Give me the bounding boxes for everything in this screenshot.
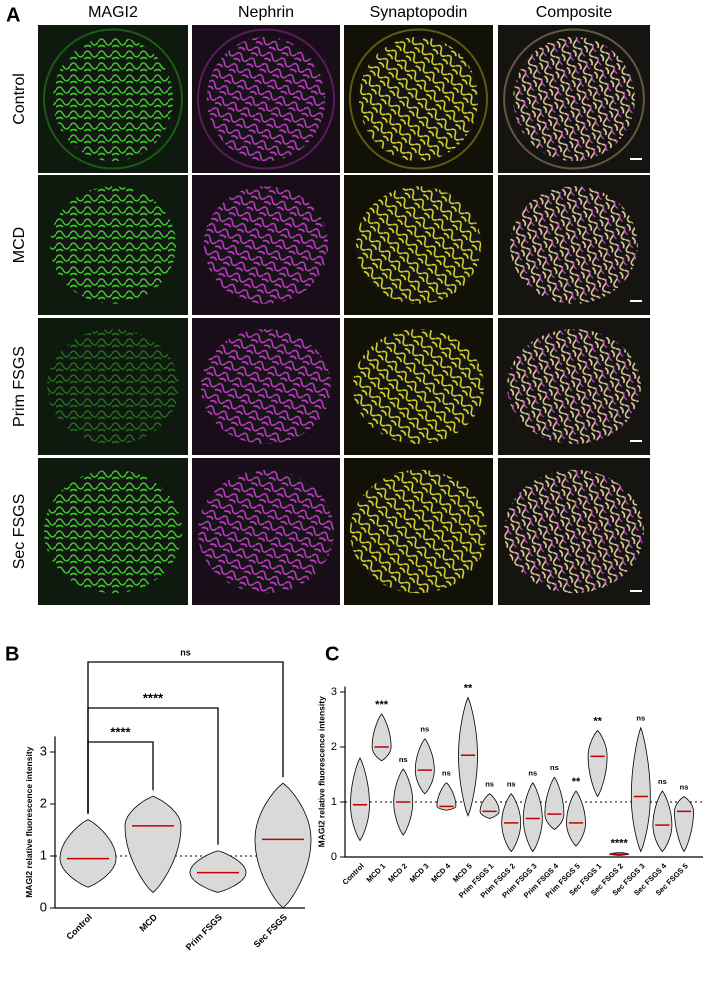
x-tick-label: MCD — [138, 912, 160, 934]
x-tick-label: Control — [64, 912, 94, 942]
violin — [630, 726, 651, 853]
glomerulus — [349, 469, 488, 594]
significance-label: ns — [442, 769, 451, 778]
violin — [566, 790, 586, 847]
glomerulus — [47, 328, 179, 445]
x-tick-label: Control — [341, 861, 366, 886]
significance-label: ns — [680, 782, 689, 791]
capsule — [348, 28, 489, 170]
violin — [544, 776, 565, 831]
violin — [59, 819, 117, 888]
violin — [414, 738, 435, 795]
violin — [436, 782, 457, 811]
column-header: Nephrin — [238, 4, 294, 21]
significance-label: ** — [572, 776, 581, 788]
significance-label: ns — [507, 780, 516, 789]
glomerulus — [50, 186, 176, 304]
significance-label: **** — [110, 724, 131, 739]
violin — [350, 757, 370, 842]
significance-label: ns — [420, 725, 429, 734]
significance-label: ** — [593, 715, 602, 727]
y-tick-label: 3 — [331, 686, 337, 698]
y-axis-label: MAGI2 relative fluorescence intensity — [316, 696, 326, 847]
significance-label: ns — [636, 714, 645, 723]
violin — [522, 781, 543, 853]
significance-label: *** — [375, 699, 389, 711]
capsule — [43, 28, 183, 170]
significance-bracket — [87, 661, 284, 814]
glomerulus — [200, 328, 332, 445]
significance-label: ** — [464, 682, 473, 694]
capsule — [196, 28, 336, 170]
x-tick-label: Sec FSGS — [252, 912, 289, 949]
y-tick-label: 0 — [331, 851, 337, 863]
y-tick-label: 3 — [40, 743, 47, 758]
x-tick-label: Prim FSGS — [184, 912, 224, 952]
glomerulus — [507, 328, 641, 445]
y-tick-label: 1 — [331, 796, 337, 808]
column-header: MAGI2 — [88, 4, 138, 21]
glomerulus — [358, 36, 479, 162]
violin — [124, 795, 182, 893]
violin — [458, 696, 478, 817]
violin — [674, 795, 694, 853]
violin — [479, 793, 500, 819]
violin — [189, 850, 247, 893]
significance-label: **** — [143, 690, 164, 705]
panel-label: C — [325, 643, 339, 665]
significance-label: ns — [180, 647, 191, 657]
significance-label: **** — [611, 838, 629, 850]
glomerulus — [44, 469, 182, 594]
glomerulus — [197, 469, 335, 594]
capsule — [503, 28, 645, 170]
significance-label: ns — [399, 755, 408, 764]
y-tick-label: 1 — [40, 847, 47, 862]
violin — [652, 790, 673, 853]
x-tick-label: MCD 2 — [386, 861, 409, 884]
glomerulus — [513, 36, 635, 162]
significance-label: ns — [550, 763, 559, 772]
y-tick-label: 2 — [331, 741, 337, 753]
column-header: Synaptopodin — [370, 4, 468, 21]
glomerulus — [53, 36, 173, 162]
panel-label: A — [6, 4, 20, 26]
row-label: Sec FSGS — [11, 494, 28, 570]
glomerulus — [355, 186, 482, 304]
x-tick-label: MCD 1 — [365, 861, 388, 884]
row-label: Prim FSGS — [11, 346, 28, 427]
x-tick-label: MCD 4 — [429, 861, 452, 884]
significance-label: ns — [658, 777, 667, 786]
glomerulus — [510, 186, 638, 304]
violin — [371, 713, 392, 762]
x-tick-label: MCD 3 — [408, 861, 431, 884]
row-label: Control — [11, 73, 28, 125]
y-tick-label: 0 — [40, 899, 47, 914]
glomerulus — [504, 469, 644, 594]
y-axis-label: MAGI2 relative fluorescence intensity — [24, 746, 34, 897]
violin — [254, 782, 312, 909]
column-header: Composite — [536, 4, 613, 21]
panel-label: B — [5, 643, 19, 665]
glomerulus — [206, 36, 326, 162]
significance-label: ns — [485, 780, 494, 789]
row-label: MCD — [11, 227, 28, 263]
glomerulus — [203, 186, 329, 304]
y-tick-label: 2 — [40, 795, 47, 810]
significance-label: ns — [528, 769, 537, 778]
violin — [587, 729, 608, 798]
glomerulus — [352, 328, 485, 445]
